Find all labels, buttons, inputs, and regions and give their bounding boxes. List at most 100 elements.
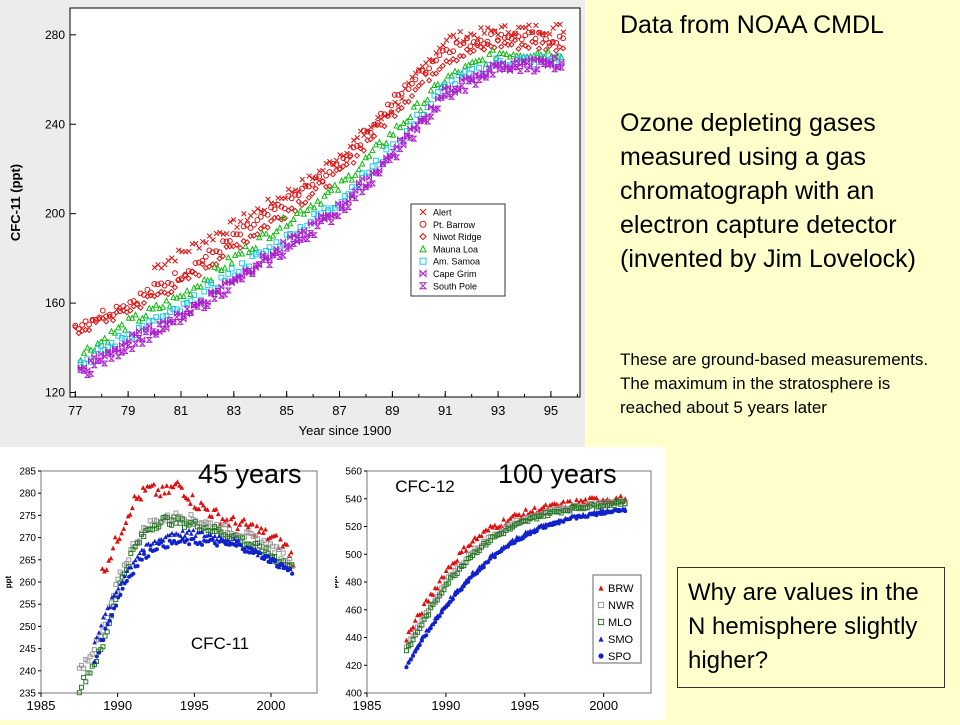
data-point xyxy=(134,300,141,307)
data-point xyxy=(375,170,384,177)
x-tick-label: 1985 xyxy=(27,698,56,713)
data-point xyxy=(393,154,401,161)
data-point xyxy=(190,302,198,308)
data-point xyxy=(251,221,257,228)
data-point xyxy=(419,622,425,628)
data-point xyxy=(513,64,521,70)
data-point xyxy=(165,545,170,550)
data-point xyxy=(470,47,477,54)
data-point xyxy=(459,549,465,554)
data-point xyxy=(273,227,280,235)
data-point xyxy=(334,213,342,220)
data-point xyxy=(399,95,405,102)
data-point xyxy=(372,169,380,176)
data-point xyxy=(83,679,89,685)
legend-marker xyxy=(598,585,604,591)
data-point xyxy=(341,175,349,183)
data-point xyxy=(523,506,529,512)
data-point xyxy=(171,284,179,291)
y-tick-label: 280 xyxy=(19,489,36,500)
data-point xyxy=(107,604,112,610)
data-point xyxy=(515,33,522,40)
data-point xyxy=(437,614,442,619)
data-point xyxy=(101,360,109,367)
x-tick-label: 1995 xyxy=(180,698,209,713)
data-point xyxy=(224,287,232,294)
chart-title: CFC-11 xyxy=(191,634,249,653)
data-point xyxy=(257,551,262,556)
data-point xyxy=(228,259,235,266)
data-point xyxy=(113,597,119,603)
data-point xyxy=(426,612,432,618)
data-point xyxy=(157,493,163,499)
data-point xyxy=(273,532,279,538)
data-point xyxy=(147,289,154,296)
data-point xyxy=(236,538,241,543)
data-point xyxy=(96,630,102,635)
data-point xyxy=(175,247,182,253)
data-point xyxy=(258,525,264,531)
data-point xyxy=(476,64,482,71)
data-point xyxy=(293,234,301,241)
data-point xyxy=(276,224,284,231)
data-point xyxy=(196,506,202,512)
data-point xyxy=(107,355,116,362)
data-point xyxy=(276,546,282,552)
data-point xyxy=(255,261,263,268)
data-point xyxy=(263,248,269,254)
data-point xyxy=(381,123,388,130)
scatter-points xyxy=(76,479,296,696)
data-point xyxy=(182,272,189,279)
data-point xyxy=(185,496,191,502)
data-point xyxy=(94,654,99,659)
data-point xyxy=(278,536,283,542)
data-point xyxy=(574,516,579,521)
data-point xyxy=(92,639,97,645)
data-point xyxy=(350,159,357,166)
data-point xyxy=(559,45,567,52)
data-point xyxy=(436,52,443,59)
data-point xyxy=(367,129,374,136)
data-point xyxy=(257,543,263,549)
data-point xyxy=(128,564,134,570)
data-point xyxy=(264,211,271,218)
data-point xyxy=(111,346,119,352)
data-point xyxy=(159,536,164,542)
data-point xyxy=(108,340,115,346)
x-axis-label: Year since 1900 xyxy=(299,423,392,438)
data-point xyxy=(217,229,223,236)
data-point xyxy=(200,305,208,312)
data-point xyxy=(408,657,413,662)
data-point xyxy=(383,139,390,146)
data-point xyxy=(243,522,249,527)
data-point xyxy=(190,492,195,498)
data-point xyxy=(215,511,221,517)
data-point xyxy=(137,304,144,311)
data-point xyxy=(515,45,522,52)
data-point xyxy=(94,358,102,365)
data-point xyxy=(516,511,522,517)
data-point xyxy=(135,564,140,569)
data-point xyxy=(280,213,287,221)
data-point xyxy=(160,483,165,489)
data-point xyxy=(173,314,181,320)
data-point xyxy=(283,565,288,570)
data-point xyxy=(105,343,111,350)
data-point xyxy=(446,49,453,56)
data-point xyxy=(317,218,325,225)
data-point xyxy=(450,597,455,602)
data-point xyxy=(492,522,498,528)
data-point xyxy=(516,68,524,74)
data-point xyxy=(162,490,167,496)
data-point xyxy=(346,153,354,160)
data-point xyxy=(298,201,306,209)
data-point xyxy=(424,104,431,111)
data-point xyxy=(329,171,337,178)
data-point xyxy=(186,248,192,255)
data-point xyxy=(142,552,147,557)
data-point xyxy=(534,49,541,56)
data-point xyxy=(114,353,122,360)
data-point xyxy=(192,270,199,277)
data-point xyxy=(502,64,511,71)
data-point xyxy=(97,338,105,345)
